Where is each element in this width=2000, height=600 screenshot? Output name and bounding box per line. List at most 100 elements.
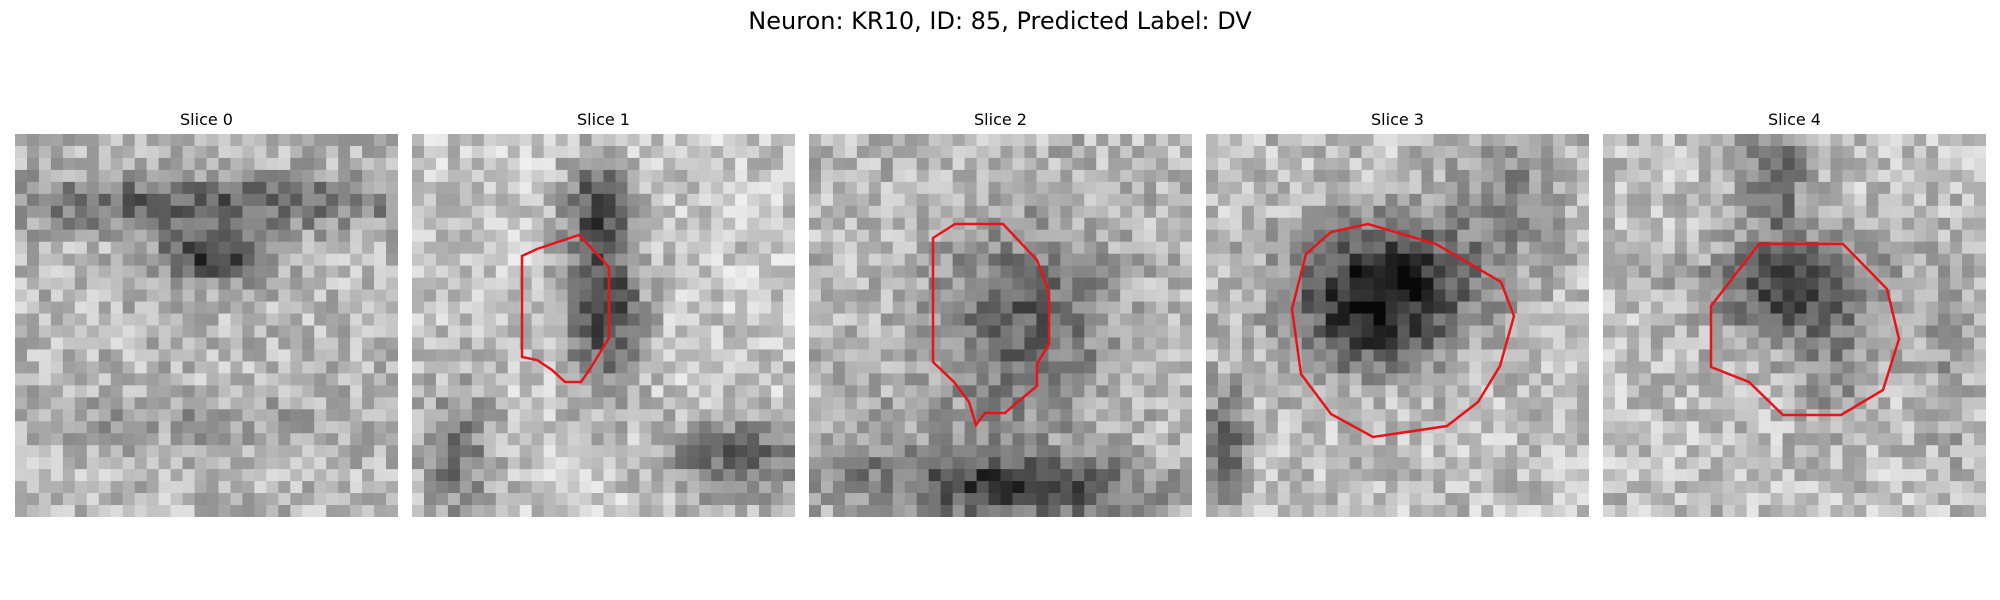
image-pixel — [134, 301, 148, 315]
image-pixel — [615, 481, 629, 494]
image-pixel — [218, 337, 232, 351]
image-pixel — [1168, 169, 1181, 183]
image-pixel — [976, 241, 990, 255]
image-pixel — [904, 445, 918, 458]
image-pixel — [783, 505, 795, 517]
image-pixel — [1481, 505, 1494, 517]
image-pixel — [1722, 337, 1736, 351]
image-pixel — [326, 409, 339, 422]
image-pixel — [26, 229, 40, 243]
image-pixel — [1253, 481, 1267, 494]
image-pixel — [1974, 205, 1986, 219]
image-pixel — [1180, 134, 1192, 147]
image-pixel — [1866, 169, 1879, 183]
image-pixel — [519, 493, 533, 506]
image-pixel — [892, 241, 906, 255]
image-pixel — [122, 313, 136, 327]
image-pixel — [1180, 469, 1192, 482]
image-pixel — [1349, 469, 1363, 482]
image-pixel — [711, 205, 724, 219]
image-pixel — [1096, 229, 1109, 243]
image-pixel — [1529, 217, 1542, 231]
image-pixel — [543, 265, 557, 279]
image-pixel — [38, 409, 52, 422]
image-pixel — [1024, 193, 1038, 207]
image-pixel — [1481, 325, 1494, 339]
image-pixel — [1830, 253, 1843, 267]
image-pixel — [1120, 349, 1133, 363]
image-pixel — [1914, 217, 1927, 231]
image-pixel — [1108, 217, 1121, 231]
image-pixel — [182, 469, 196, 482]
image-pixel — [1698, 145, 1712, 159]
image-pixel — [1734, 337, 1748, 351]
image-pixel — [1144, 193, 1157, 207]
image-pixel — [615, 337, 629, 351]
image-pixel — [1241, 181, 1255, 195]
image-pixel — [1325, 337, 1339, 351]
image-pixel — [723, 349, 736, 363]
image-pixel — [856, 349, 870, 363]
image-pixel — [1012, 397, 1026, 410]
image-pixel — [15, 253, 28, 267]
image-pixel — [338, 361, 351, 374]
image-pixel — [988, 134, 1002, 147]
image-pixel — [459, 409, 473, 422]
image-pixel — [1650, 301, 1664, 315]
image-pixel — [1553, 193, 1566, 207]
image-pixel — [1012, 337, 1026, 351]
image-pixel — [170, 457, 184, 470]
slice-pixels-4 — [1603, 134, 1986, 517]
image-pixel — [1854, 373, 1867, 386]
image-pixel — [314, 457, 327, 470]
image-pixel — [1722, 301, 1736, 315]
image-pixel — [940, 373, 954, 386]
image-pixel — [86, 277, 100, 291]
image-pixel — [1926, 409, 1939, 422]
image-pixel — [1902, 217, 1915, 231]
image-pixel — [880, 169, 894, 183]
image-pixel — [1180, 325, 1192, 339]
image-pixel — [1457, 313, 1470, 327]
image-pixel — [1132, 433, 1145, 446]
image-pixel — [1265, 349, 1279, 363]
image-pixel — [880, 373, 894, 386]
image-pixel — [928, 217, 942, 231]
image-pixel — [627, 193, 641, 207]
image-pixel — [1770, 325, 1784, 339]
image-pixel — [1373, 169, 1387, 183]
image-pixel — [1060, 385, 1073, 398]
image-pixel — [1168, 445, 1181, 458]
image-pixel — [1409, 337, 1423, 351]
image-pixel — [1168, 145, 1181, 159]
image-pixel — [1674, 181, 1688, 195]
image-pixel — [98, 289, 112, 303]
slice-pixels-2 — [809, 134, 1192, 517]
image-pixel — [856, 181, 870, 195]
image-pixel — [1289, 469, 1303, 482]
image-pixel — [651, 469, 664, 482]
image-pixel — [435, 493, 449, 506]
image-pixel — [1108, 385, 1121, 398]
image-pixel — [1337, 205, 1351, 219]
image-pixel — [1229, 289, 1243, 303]
image-pixel — [266, 181, 279, 195]
image-pixel — [1072, 193, 1085, 207]
image-pixel — [699, 469, 712, 482]
image-pixel — [350, 397, 363, 410]
image-pixel — [194, 493, 208, 506]
image-pixel — [182, 361, 196, 374]
image-pixel — [1253, 265, 1267, 279]
image-pixel — [1782, 157, 1796, 171]
image-pixel — [507, 205, 521, 219]
image-pixel — [567, 445, 581, 458]
image-pixel — [904, 361, 918, 374]
image-pixel — [26, 169, 40, 183]
image-pixel — [1144, 421, 1157, 434]
image-pixel — [170, 253, 184, 267]
image-pixel — [412, 301, 425, 315]
image-pixel — [1084, 505, 1097, 517]
image-pixel — [86, 301, 100, 315]
image-pixel — [1349, 169, 1363, 183]
image-pixel — [964, 157, 978, 171]
